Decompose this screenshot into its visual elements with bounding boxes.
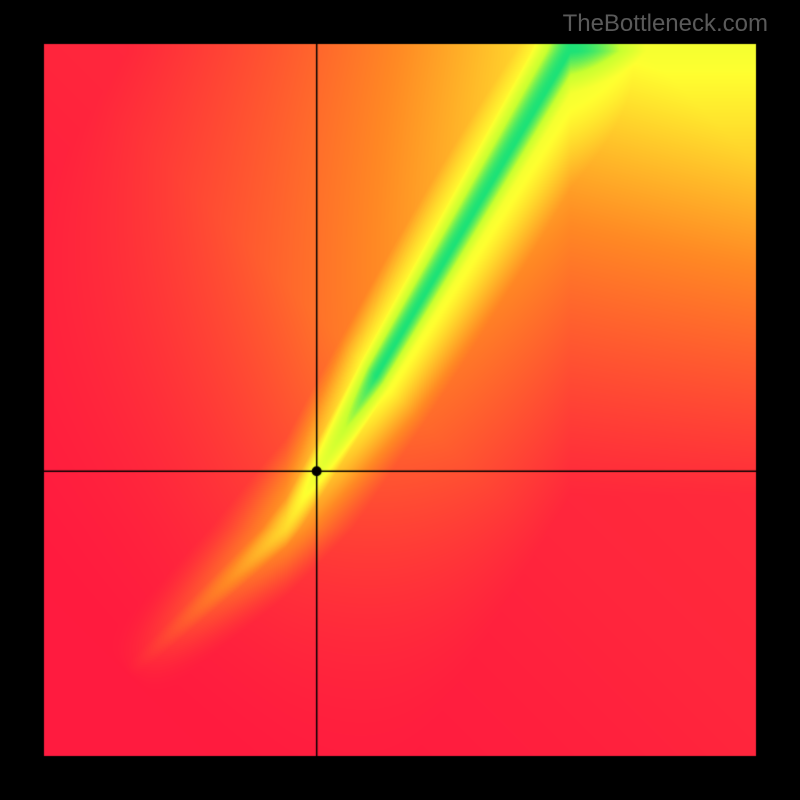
watermark-text: TheBottleneck.com: [563, 10, 768, 38]
heatmap-canvas: [0, 0, 800, 800]
chart-container: TheBottleneck.com: [0, 0, 800, 800]
